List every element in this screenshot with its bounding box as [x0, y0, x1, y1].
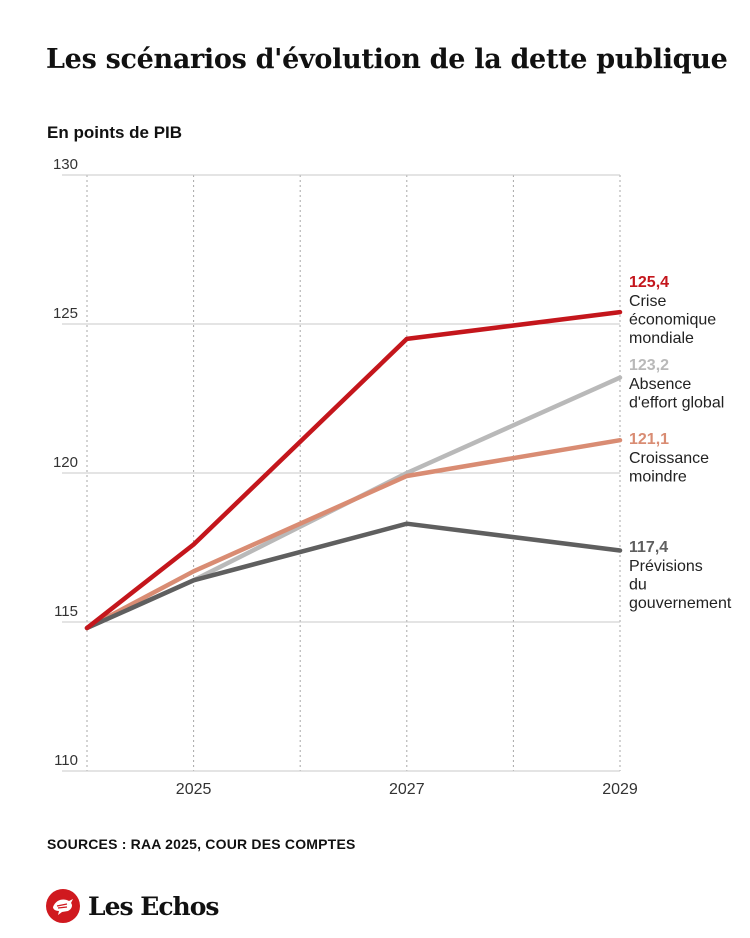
y-tick-label: 120: [53, 454, 78, 471]
x-tick-label: 2025: [176, 781, 212, 798]
end-name-crise: mondiale: [629, 330, 694, 347]
logo-wordmark: Les Echos: [88, 891, 219, 921]
series-line-gouv: [84, 521, 623, 631]
series-lines: [84, 309, 623, 631]
x-tick-label: 2029: [602, 781, 638, 798]
les-echos-logo: Les Echos: [46, 889, 219, 923]
axis-ticks: 110 115 120 125 130 2025 2027 2029: [53, 156, 638, 798]
y-tick-label: 130: [53, 156, 78, 173]
end-name-gouv: gouvernement: [629, 595, 732, 612]
x-tick-label: 2027: [389, 781, 425, 798]
end-value-absence: 123,2: [629, 357, 669, 374]
end-value-crise: 125,4: [629, 274, 669, 291]
end-name-absence: Absence: [629, 376, 691, 393]
series-line-croissance: [84, 437, 623, 631]
end-name-absence: d'effort global: [629, 395, 724, 412]
rooster-icon: [46, 889, 80, 923]
grid: [62, 174, 621, 772]
end-name-crise: économique: [629, 312, 716, 329]
y-tick-label: 125: [53, 305, 78, 322]
series-line-crise: [84, 309, 623, 631]
chart-title: Les scénarios d'évolution de la dette pu…: [46, 44, 728, 75]
end-value-gouv: 117,4: [629, 539, 668, 556]
end-name-croissance: Croissance: [629, 450, 709, 467]
y-tick-label: 115: [54, 603, 78, 620]
end-label-croissance: 121,1 Croissance moindre: [629, 431, 709, 486]
end-value-croissance: 121,1: [629, 431, 669, 448]
y-tick-label: 110: [54, 752, 78, 769]
end-name-gouv: du: [629, 577, 647, 594]
end-name-crise: Crise: [629, 293, 666, 310]
y-axis-unit-label: En points de PIB: [47, 123, 183, 142]
line-chart: 110 115 120 125 130 2025 2027 2029 125,4 Crise éc…: [53, 156, 732, 798]
sources-note: SOURCES : RAA 2025, COUR DES COMPTES: [47, 836, 356, 852]
end-label-absence: 123,2 Absence d'effort global: [629, 357, 724, 412]
end-name-gouv: Prévisions: [629, 558, 703, 575]
end-name-croissance: moindre: [629, 469, 687, 486]
